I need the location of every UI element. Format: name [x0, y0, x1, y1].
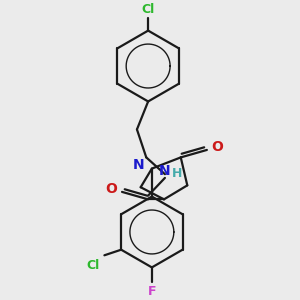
Text: F: F: [148, 285, 156, 298]
Text: N: N: [159, 164, 171, 178]
Text: N: N: [133, 158, 144, 172]
Text: Cl: Cl: [142, 3, 155, 16]
Text: Cl: Cl: [86, 259, 100, 272]
Text: O: O: [212, 140, 224, 154]
Text: H: H: [172, 167, 182, 180]
Text: O: O: [106, 182, 117, 196]
